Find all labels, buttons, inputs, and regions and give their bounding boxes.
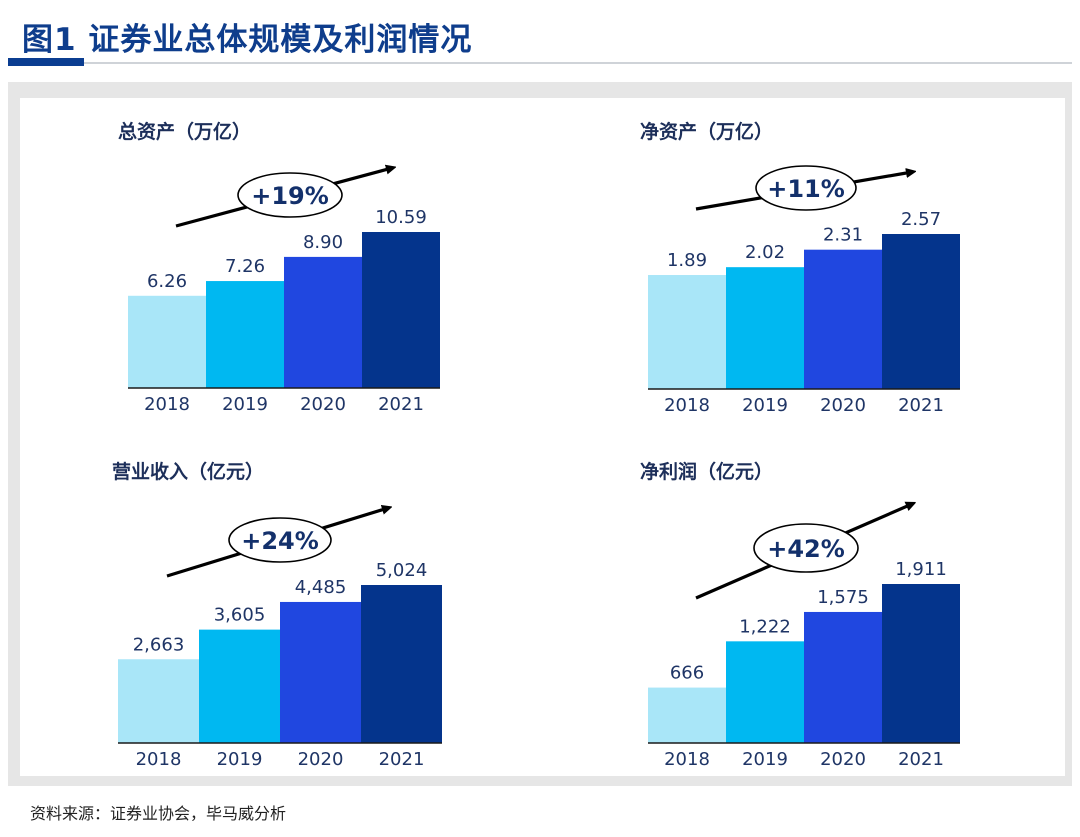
value-label: 8.90 bbox=[303, 232, 343, 253]
growth-label: +19% bbox=[251, 182, 329, 210]
x-tick-label: 2020 bbox=[298, 749, 344, 770]
x-tick-label: 2018 bbox=[144, 394, 190, 415]
value-label: 7.26 bbox=[225, 256, 265, 277]
x-tick-label: 2021 bbox=[898, 395, 944, 416]
value-label: 6.26 bbox=[147, 271, 187, 292]
value-label: 1,575 bbox=[817, 587, 869, 608]
x-tick-label: 2018 bbox=[136, 749, 182, 770]
chart-title: 净资产（万亿） bbox=[640, 120, 773, 143]
growth-label: +24% bbox=[241, 527, 319, 555]
value-label: 666 bbox=[670, 663, 704, 684]
figure-title: 图1 证券业总体规模及利润情况 bbox=[22, 22, 473, 58]
chart-title: 总资产（万亿） bbox=[118, 120, 251, 143]
bar-2020 bbox=[804, 249, 882, 389]
value-label: 4,485 bbox=[295, 577, 347, 598]
bar-2019 bbox=[199, 629, 280, 743]
x-tick-label: 2018 bbox=[664, 749, 710, 770]
bar-2019 bbox=[726, 641, 804, 743]
x-tick-label: 2018 bbox=[664, 395, 710, 416]
bar-2018 bbox=[118, 659, 199, 743]
value-label: 5,024 bbox=[376, 560, 428, 581]
value-label: 1,911 bbox=[895, 559, 947, 580]
bar-2018 bbox=[648, 687, 726, 743]
x-tick-label: 2019 bbox=[742, 395, 788, 416]
growth-badge bbox=[753, 523, 859, 573]
growth-badge bbox=[237, 172, 343, 218]
value-label: 2,663 bbox=[133, 634, 185, 655]
bar-2021 bbox=[882, 234, 960, 389]
x-tick-label: 2021 bbox=[378, 394, 424, 415]
bar-2018 bbox=[128, 295, 206, 388]
x-tick-label: 2021 bbox=[898, 749, 944, 770]
x-tick-label: 2019 bbox=[742, 749, 788, 770]
x-tick-label: 2020 bbox=[300, 394, 346, 415]
growth-label: +11% bbox=[767, 175, 845, 203]
bar-2018 bbox=[648, 275, 726, 389]
value-label: 1,222 bbox=[739, 616, 791, 637]
bar-2021 bbox=[361, 585, 442, 743]
value-label: 2.02 bbox=[745, 242, 785, 263]
value-label: 1.89 bbox=[667, 250, 707, 271]
bar-2019 bbox=[206, 281, 284, 388]
title-accent-bar bbox=[8, 58, 84, 66]
bar-2021 bbox=[362, 232, 440, 388]
value-label: 2.57 bbox=[901, 209, 941, 230]
title-divider bbox=[84, 62, 1072, 64]
x-tick-label: 2021 bbox=[379, 749, 425, 770]
value-label: 2.31 bbox=[823, 225, 863, 246]
x-tick-label: 2019 bbox=[222, 394, 268, 415]
chart-title: 净利润（亿元） bbox=[640, 460, 773, 483]
x-tick-label: 2020 bbox=[820, 395, 866, 416]
source-note: 资料来源：证券业协会，毕马威分析 bbox=[30, 804, 287, 823]
bar-2021 bbox=[882, 584, 960, 743]
bar-2020 bbox=[284, 256, 362, 388]
bar-2020 bbox=[804, 611, 882, 743]
value-label: 10.59 bbox=[375, 207, 427, 228]
growth-badge bbox=[755, 165, 857, 211]
chart-title: 营业收入（亿元） bbox=[112, 460, 264, 483]
value-label: 3,605 bbox=[214, 605, 266, 626]
growth-badge bbox=[228, 517, 332, 563]
growth-label: +42% bbox=[767, 535, 845, 563]
bar-2020 bbox=[280, 601, 361, 743]
bar-2019 bbox=[726, 267, 804, 389]
x-tick-label: 2019 bbox=[217, 749, 263, 770]
x-tick-label: 2020 bbox=[820, 749, 866, 770]
